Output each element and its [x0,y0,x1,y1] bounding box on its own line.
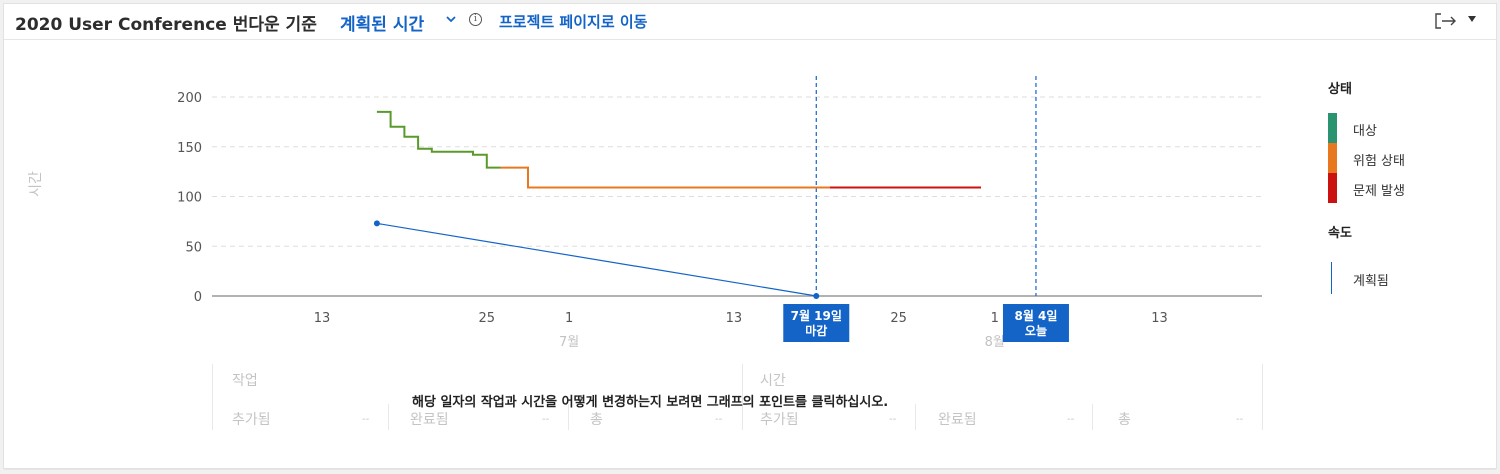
stats-tasks-done-value: -- [542,414,550,425]
mode-selector[interactable]: 계획된 시간 [340,15,425,35]
stats-hours-total-label: 총 [1118,412,1131,428]
legend-item-target: 대상 [1328,113,1488,143]
stats-hours-added-value: -- [889,414,897,425]
panel-header: 2020 User Conference 번다운 기준 계획된 시간 i 프로젝… [4,4,1496,40]
stats-tasks-total-value: -- [715,414,723,425]
legend-velocity-line [1331,262,1332,294]
y-axis-label: 시간 [28,171,44,197]
legend-velocity-label: 계획됨 [1353,274,1389,289]
legend-swatch [1328,173,1337,203]
marker-label-box [783,304,850,342]
legend-swatch [1328,143,1337,173]
x-tick-label: 13 [1151,311,1168,326]
x-tick-label: 13 [726,311,743,326]
project-page-link[interactable]: 프로젝트 페이지로 이동 [499,13,648,31]
stats-hours-total-value: -- [1236,414,1244,425]
legend-label: 위험 상태 [1353,154,1405,169]
x-month-label: 8월 [985,335,1005,350]
stats-tasks-added-value: -- [362,414,370,425]
velocity-line [376,222,817,297]
marker-label-text: 마감 [805,323,827,338]
legend-velocity-title: 속도 [1328,226,1352,241]
x-tick-label: 1 [991,311,999,326]
stats-tasks-title: 작업 [232,373,258,389]
info-icon[interactable]: i [469,13,482,26]
marker-label-box [1002,304,1069,342]
x-tick-label: 13 [314,311,331,326]
panel-title: 2020 User Conference 번다운 기준 [15,15,317,35]
legend-label: 대상 [1353,124,1377,139]
legend-status-title: 상태 [1328,82,1352,97]
stats-table: 작업 시간 추가됨 -- 완료됨 -- 총 -- 추가됨 -- 완료됨 -- 총… [212,364,1263,432]
y-tick-label: 50 [185,240,202,255]
chevron-down-icon[interactable] [1468,16,1476,22]
legend-item-problem: 문제 발생 [1328,173,1488,203]
legend-item-at-risk: 위험 상태 [1328,143,1488,173]
legend-label: 문제 발생 [1353,184,1405,199]
stats-tasks-done-label: 완료됨 [410,412,449,428]
stats-tasks-added-label: 추가됨 [232,412,271,428]
burndown-panel: 2020 User Conference 번다운 기준 계획된 시간 i 프로젝… [3,3,1497,470]
y-tick-label: 0 [194,290,202,305]
marker-label-date: 8월 4일 [1014,308,1057,323]
x-month-label: 7월 [559,335,579,350]
stats-hours-done-label: 완료됨 [938,412,977,428]
marker-label-date: 7월 19일 [791,308,842,323]
velocity-point [373,220,380,227]
velocity-point [813,293,820,299]
x-tick-label: 25 [478,311,495,326]
marker-label-text: 오늘 [1025,324,1047,338]
export-icon[interactable] [1434,12,1458,30]
chevron-down-icon[interactable] [444,12,458,26]
stats-hours-done-value: -- [1067,414,1075,425]
y-tick-label: 200 [177,91,202,106]
x-tick-label: 25 [890,311,907,326]
x-tick-label: 1 [565,311,573,326]
burndown-step-line [376,110,501,169]
stats-tasks-total-label: 총 [590,412,603,428]
chart-hint: 해당 일자의 작업과 시간을 어떻게 변경하는지 보려면 그래프의 포인트를 클… [412,395,889,410]
legend-swatch [1328,113,1337,143]
stats-hours-added-label: 추가됨 [760,412,799,428]
y-tick-label: 100 [177,191,202,206]
burndown-step-line [500,166,830,189]
stats-hours-title: 시간 [760,373,786,389]
y-tick-label: 150 [177,141,202,156]
